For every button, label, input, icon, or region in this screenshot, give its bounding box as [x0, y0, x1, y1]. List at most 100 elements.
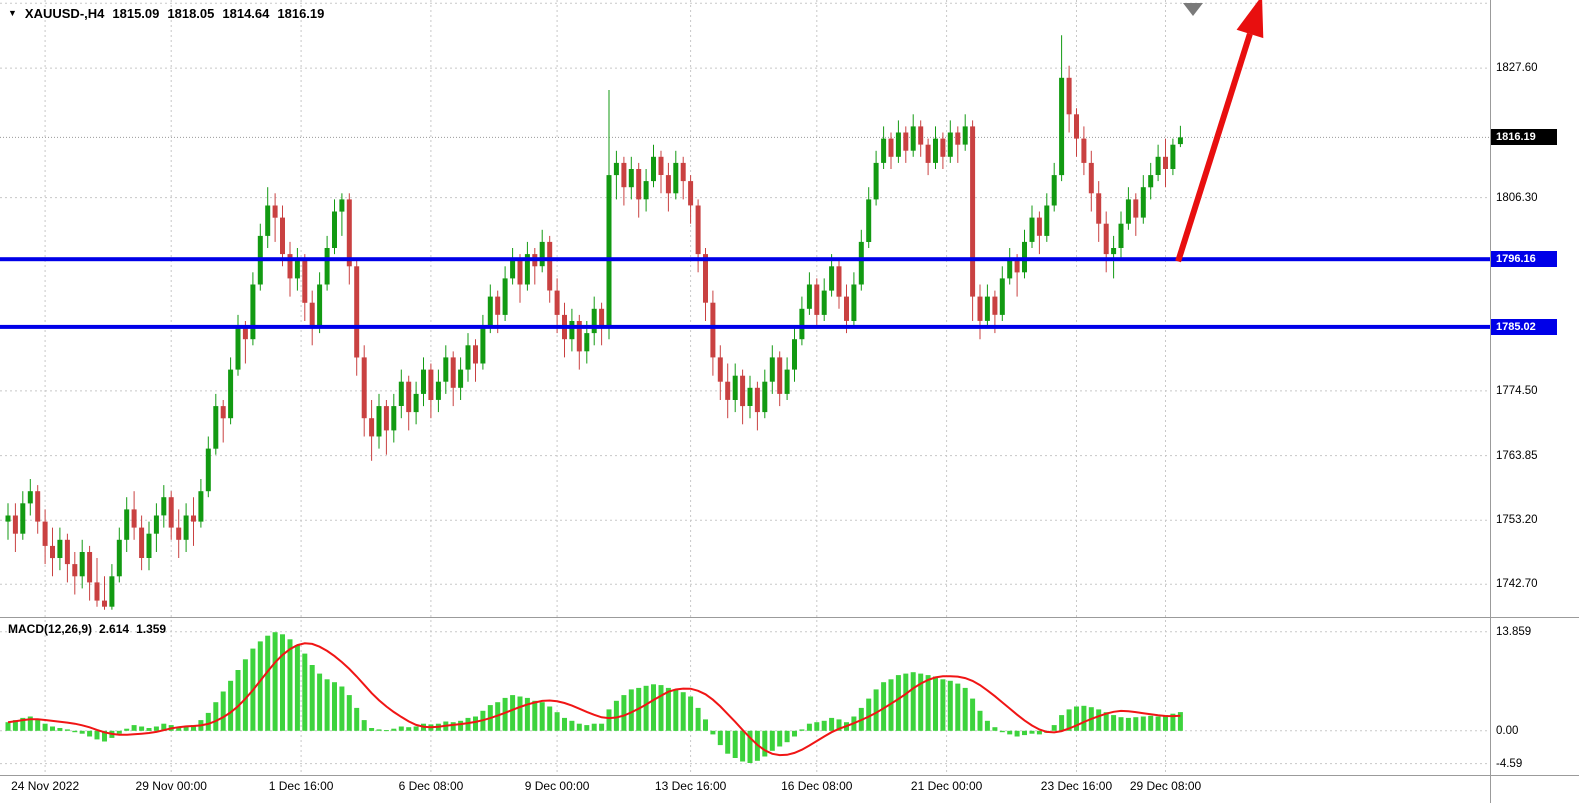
candle-body — [769, 357, 775, 382]
candle-body — [421, 369, 426, 394]
macd-name: MACD(12,26,9) — [8, 622, 93, 636]
macd-histogram-bar — [272, 632, 278, 731]
candle-body — [688, 181, 694, 206]
macd-histogram-bar — [383, 730, 389, 732]
candle-body — [673, 162, 679, 194]
candle-body — [1014, 260, 1020, 273]
candle-body — [435, 381, 441, 400]
candle-body — [205, 448, 211, 492]
macd-histogram-bar — [213, 702, 219, 731]
macd-histogram-bar — [1148, 715, 1154, 731]
candle-body — [858, 241, 864, 285]
macd-histogram-bar — [1177, 712, 1183, 731]
price-axis-label: 1753.20 — [1496, 514, 1538, 527]
candle-body — [851, 284, 857, 321]
candle-body — [792, 339, 797, 370]
macd-histogram-bar — [324, 679, 330, 731]
candle-body — [161, 497, 167, 516]
macd-histogram-bar — [554, 712, 560, 731]
trend-arrow-head[interactable] — [1236, 0, 1264, 39]
macd-histogram-bar — [680, 692, 686, 731]
current-price-badge: 1816.19 — [1491, 129, 1557, 146]
candle-body — [762, 381, 768, 413]
candle-body — [1036, 217, 1042, 236]
candle-body — [139, 527, 145, 558]
price-axis-label: 1742.70 — [1496, 578, 1538, 591]
macd-histogram-bar — [398, 726, 404, 731]
macd-histogram-bar — [999, 730, 1005, 733]
candle-body — [1059, 77, 1065, 176]
candle-body — [64, 539, 70, 565]
macd-histogram-bar — [376, 729, 382, 731]
candle-body — [265, 205, 271, 236]
candle-body — [866, 199, 872, 242]
candle-body — [576, 321, 582, 352]
candle-body — [1148, 175, 1154, 188]
horizontal-level-line[interactable] — [0, 324, 1490, 329]
macd-histogram-bar — [42, 723, 48, 731]
macd-histogram-bar — [1140, 716, 1146, 731]
candle-body — [984, 296, 990, 321]
macd-histogram-bar — [339, 686, 345, 731]
candle-body — [1163, 156, 1168, 169]
level-price-badge: 1796.16 — [1491, 251, 1557, 268]
macd-histogram-bar — [20, 717, 26, 731]
macd-histogram-bar — [1133, 717, 1139, 731]
candle-body — [153, 515, 159, 534]
macd-histogram-bar — [502, 697, 508, 731]
candle-body — [220, 406, 226, 419]
macd-histogram-bar — [257, 641, 263, 731]
candle-body — [747, 387, 753, 406]
candle-body — [1103, 223, 1109, 255]
macd-histogram-bar — [391, 728, 397, 731]
macd-histogram-bar — [933, 676, 938, 731]
level-lines[interactable] — [0, 257, 1490, 329]
macd-histogram-bar — [146, 728, 152, 731]
candle-body — [473, 345, 478, 364]
candle-body — [821, 290, 827, 315]
candle-body — [940, 138, 946, 157]
candle-body — [354, 266, 360, 358]
macd-histogram-bar — [814, 722, 820, 731]
candle-body — [398, 381, 404, 406]
candle-body — [376, 406, 382, 437]
macd-histogram-bar — [228, 680, 234, 731]
trend-arrow-shaft[interactable] — [1175, 32, 1253, 263]
candle-body — [35, 491, 41, 522]
candle-body — [717, 357, 723, 382]
macd-histogram-bar — [27, 716, 33, 731]
macd-histogram-bar — [5, 722, 11, 731]
candle-body — [628, 169, 634, 188]
macd-histogram-bar — [821, 720, 827, 731]
gridlines — [0, 0, 1490, 775]
candle-body — [1140, 187, 1146, 218]
macd-histogram-bar — [1036, 730, 1042, 735]
macd-histogram-bar — [977, 710, 983, 731]
macd-histogram-bar — [925, 675, 931, 731]
macd-histogram-bar — [524, 697, 530, 731]
candle-body — [465, 345, 471, 370]
candle-body — [383, 406, 389, 431]
candle-body — [651, 156, 656, 182]
macd-histogram-bar — [895, 675, 901, 731]
horizontal-level-line[interactable] — [0, 257, 1490, 262]
collapse-icon[interactable]: ▼ — [8, 8, 17, 18]
candle-body — [933, 138, 938, 163]
candle-body — [547, 241, 553, 291]
macd-histogram-bar — [57, 728, 63, 731]
macd-histogram-bar — [740, 730, 746, 762]
candle-body — [955, 132, 961, 145]
macd-histogram-bar — [369, 728, 375, 731]
trend-arrow[interactable] — [1175, 0, 1264, 263]
macd-histogram-bar — [1155, 716, 1161, 731]
candle-body — [109, 576, 115, 607]
candle-body — [584, 333, 590, 352]
chart-shift-triangle — [1183, 3, 1203, 16]
price-axis-label: 1806.30 — [1496, 191, 1538, 204]
candle-body — [918, 126, 924, 145]
candle-body — [643, 181, 649, 200]
macd-histogram-bar — [102, 730, 107, 742]
candle-body — [324, 248, 330, 285]
